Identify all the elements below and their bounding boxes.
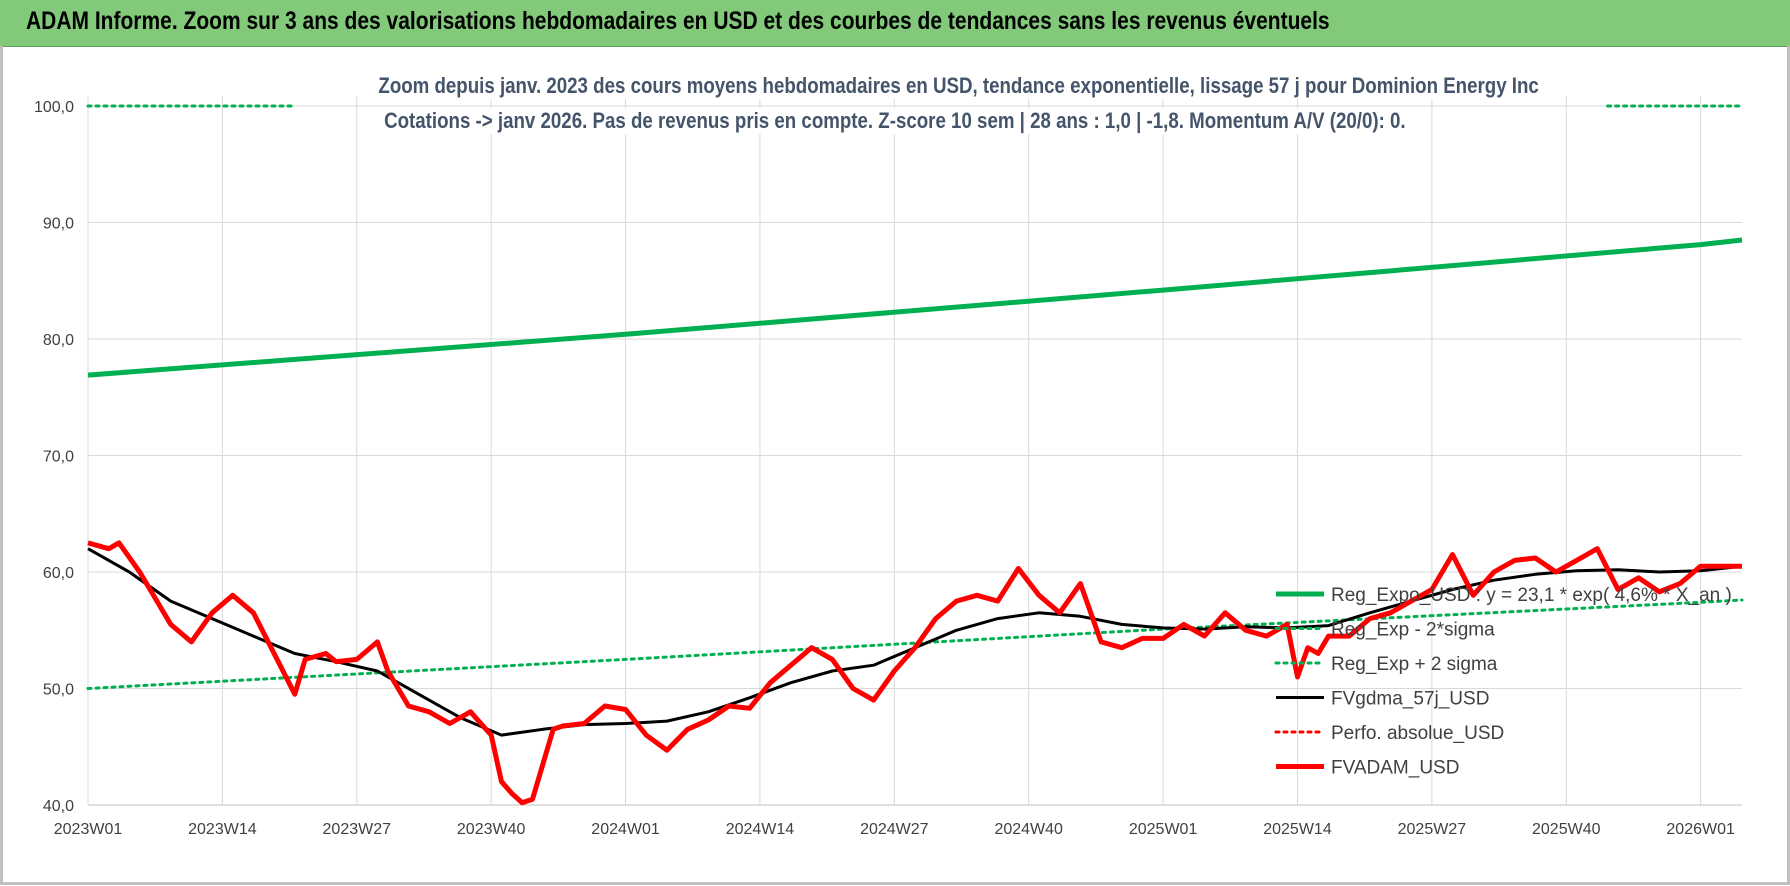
y-axis: 40,0 50,0 60,0 70,0 80,0 90,0 100,0: [34, 99, 74, 815]
chart-subtitle-line1: Zoom depuis janv. 2023 des cours moyens …: [270, 73, 1544, 99]
series-line-1: [86, 598, 1744, 690]
series-line-3: [87, 547, 1743, 737]
x-tick-label: 2026W01: [1666, 821, 1735, 838]
chart-legend: Reg_Expo_USD : y = 23,1 * exp( 4,6% * X_…: [1274, 585, 1732, 779]
legend-label-5: FVADAM_USD: [1331, 758, 1459, 779]
report-title: ADAM Informe. Zoom sur 3 ans des valoris…: [26, 7, 1330, 35]
x-tick-label: 2023W27: [323, 821, 392, 838]
y-tick-label: 100,0: [34, 99, 74, 116]
x-tick-label: 2024W40: [994, 821, 1063, 838]
x-tick-label: 2025W14: [1263, 821, 1332, 838]
x-tick-label: 2025W27: [1398, 821, 1467, 838]
legend-label-0: Reg_Expo_USD : y = 23,1 * exp( 4,6% * X_…: [1331, 585, 1732, 606]
y-tick-label: 50,0: [43, 682, 74, 699]
series-line-5: [87, 540, 1742, 806]
legend-label-1: Reg_Exp - 2*sigma: [1331, 620, 1495, 641]
x-tick-label: 2025W40: [1532, 821, 1601, 838]
y-tick-label: 40,0: [43, 798, 74, 815]
legend-label-3: FVgdma_57j_USD: [1331, 689, 1489, 710]
series-layer: [86, 104, 1744, 806]
x-tick-label: 2024W01: [591, 821, 660, 838]
chart-grid: [87, 96, 1742, 806]
x-axis: 2023W01 2023W14 2023W27 2023W40 2024W01 2024W…: [54, 804, 1742, 838]
x-tick-label: 2024W27: [860, 821, 929, 838]
series-line-0: [87, 237, 1743, 378]
report-banner: ADAM Informe. Zoom sur 3 ans des valoris…: [0, 0, 1790, 47]
legend-label-4: Perfo. absolue_USD: [1331, 723, 1504, 744]
x-tick-label: 2023W01: [54, 821, 123, 838]
x-tick-label: 2023W40: [457, 821, 526, 838]
y-tick-label: 80,0: [43, 332, 74, 349]
x-tick-label: 2024W14: [726, 821, 795, 838]
x-tick-label: 2023W14: [188, 821, 257, 838]
x-tick-label: 2025W01: [1129, 821, 1198, 838]
y-tick-label: 90,0: [43, 216, 74, 233]
chart-frame: [0, 46, 1790, 885]
y-tick-label: 70,0: [43, 449, 74, 466]
chart-subtitle-line2: Cotations -> janv 2026. Pas de revenus p…: [270, 108, 1520, 134]
legend-label-2: Reg_Exp + 2 sigma: [1331, 654, 1498, 675]
y-tick-label: 60,0: [43, 565, 74, 582]
